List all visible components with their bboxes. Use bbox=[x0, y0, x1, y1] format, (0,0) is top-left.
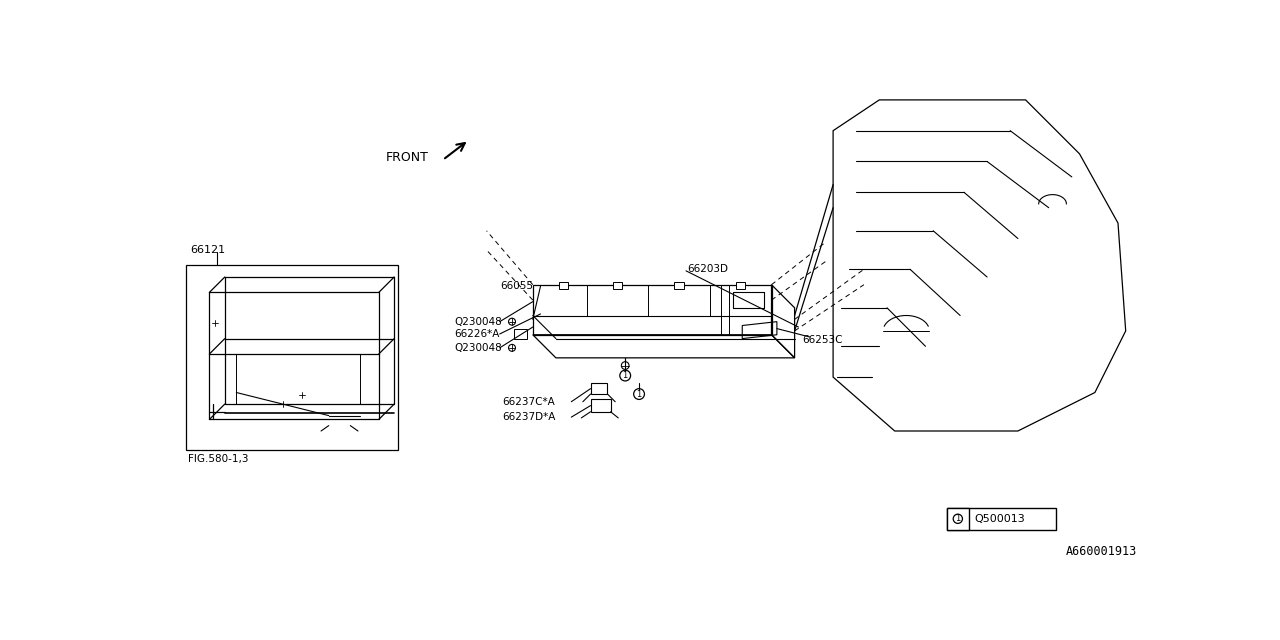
Text: Q500013: Q500013 bbox=[975, 514, 1025, 524]
Text: 66055: 66055 bbox=[500, 281, 534, 291]
Bar bbox=[947, 508, 1056, 529]
Bar bbox=[329, 412, 351, 426]
Text: 66203D: 66203D bbox=[687, 264, 728, 275]
Text: 1: 1 bbox=[622, 371, 627, 380]
Text: FIG.580-1,3: FIG.580-1,3 bbox=[188, 454, 248, 465]
Bar bbox=[513, 330, 527, 339]
Bar bbox=[613, 282, 622, 289]
Text: 66237D*A: 66237D*A bbox=[502, 412, 556, 422]
Text: FRONT: FRONT bbox=[387, 151, 429, 164]
Text: 66237C*A: 66237C*A bbox=[502, 397, 554, 407]
Bar bbox=[947, 508, 969, 529]
Text: Q230048: Q230048 bbox=[454, 343, 502, 353]
Bar bbox=[590, 383, 608, 394]
Text: 66121: 66121 bbox=[191, 245, 225, 255]
Text: 66226*A: 66226*A bbox=[454, 329, 499, 339]
Text: A660001913: A660001913 bbox=[1066, 545, 1137, 558]
Bar bbox=[221, 418, 234, 426]
Text: 1: 1 bbox=[636, 390, 641, 399]
Text: 1: 1 bbox=[955, 515, 960, 524]
Bar bbox=[559, 282, 568, 289]
Bar bbox=[736, 282, 745, 289]
Bar bbox=[187, 266, 398, 451]
Text: Q230048: Q230048 bbox=[454, 317, 502, 326]
Bar bbox=[590, 399, 611, 412]
Bar bbox=[675, 282, 684, 289]
Text: 66253C: 66253C bbox=[803, 335, 842, 345]
